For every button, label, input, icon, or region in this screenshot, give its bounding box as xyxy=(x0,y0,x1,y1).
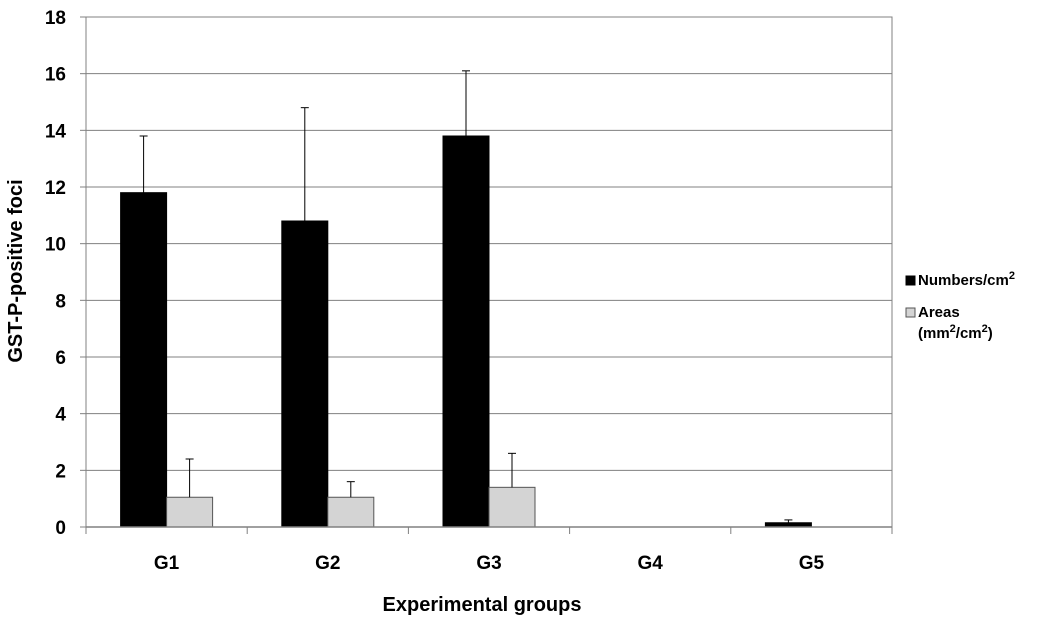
bar-areas xyxy=(488,486,536,528)
bar-numbers xyxy=(442,135,490,528)
bar-areas xyxy=(327,496,375,528)
y-axis-title: GST-P-positive foci xyxy=(5,179,27,362)
legend-swatch-numbers xyxy=(905,275,916,286)
bar-areas xyxy=(166,496,214,528)
y-tick-label: 14 xyxy=(45,121,67,142)
x-tick-label: G4 xyxy=(638,553,664,574)
x-axis-title: Experimental groups xyxy=(383,594,582,616)
y-tick-label: 16 xyxy=(45,65,66,86)
y-tick-label: 2 xyxy=(55,461,66,482)
legend-label-areas-line2: (mm2/cm2) xyxy=(918,323,993,342)
y-tick-label: 18 xyxy=(45,8,66,29)
legend-label-numbers: Numbers/cm2 xyxy=(918,270,1015,289)
y-tick-label: 6 xyxy=(55,348,66,369)
y-tick-labels: 0 2 4 6 8 10 12 14 16 18 xyxy=(45,8,67,539)
y-tick-label: 10 xyxy=(45,235,66,256)
y-tick-label: 0 xyxy=(55,518,66,539)
bars xyxy=(120,135,812,528)
x-tick-label: G5 xyxy=(799,553,825,574)
y-tick-label: 8 xyxy=(55,291,66,312)
legend: Numbers/cm2 Areas (mm2/cm2) xyxy=(905,270,1015,342)
y-tick-label: 4 xyxy=(55,405,66,426)
legend-swatch-areas xyxy=(905,307,916,318)
x-tick-label: G1 xyxy=(154,553,180,574)
bar-numbers xyxy=(281,220,329,528)
error-bars xyxy=(139,70,793,523)
x-tick-label: G2 xyxy=(315,553,340,574)
x-tick-labels: G1 G2 G3 G4 G5 xyxy=(154,553,825,574)
x-tick-label: G3 xyxy=(476,553,501,574)
legend-label-areas-line1: Areas xyxy=(918,304,960,321)
y-tick-label: 12 xyxy=(45,178,66,199)
bar-numbers xyxy=(120,192,168,528)
axes xyxy=(80,16,893,534)
